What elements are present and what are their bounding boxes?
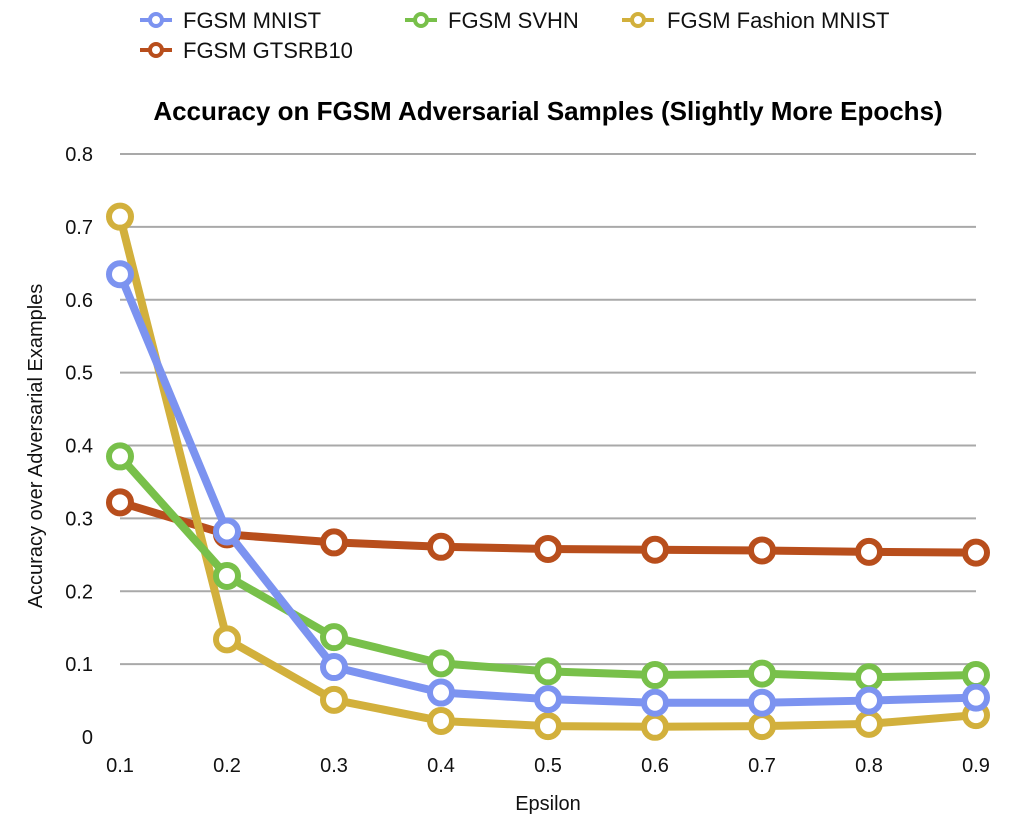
chart-title: Accuracy on FGSM Adversarial Samples (Sl… <box>153 96 942 126</box>
y-tick-label: 0 <box>82 727 93 749</box>
legend-swatch-marker <box>630 12 646 28</box>
y-tick-label: 0.3 <box>65 508 93 530</box>
legend-item-fgsm-svhn[interactable]: FGSM SVHN <box>405 8 579 33</box>
series-line <box>116 452 980 682</box>
data-point[interactable] <box>427 706 455 735</box>
data-point[interactable] <box>748 712 776 741</box>
data-point[interactable] <box>962 661 990 690</box>
data-point[interactable] <box>427 678 455 707</box>
y-tick-label: 0.7 <box>65 217 93 239</box>
data-point[interactable] <box>213 625 241 654</box>
data-point[interactable] <box>962 538 990 567</box>
x-tick-label: 0.4 <box>427 755 455 777</box>
data-point[interactable] <box>320 623 348 652</box>
series-fgsm-gtsrb10 <box>106 488 990 567</box>
y-axis-ticks: 0 0.1 0.2 0.3 0.4 0.5 0.6 0.7 0.8 <box>65 144 93 749</box>
data-point[interactable] <box>641 661 669 690</box>
x-tick-label: 0.3 <box>320 755 348 777</box>
x-tick-label: 0.5 <box>534 755 562 777</box>
legend-item-fgsm-mnist[interactable]: FGSM MNIST <box>140 8 321 33</box>
legend-label: FGSM SVHN <box>448 8 579 33</box>
series-line <box>116 270 980 707</box>
legend-label: FGSM Fashion MNIST <box>667 8 889 33</box>
data-point[interactable] <box>106 488 134 517</box>
x-tick-label: 0.1 <box>106 755 134 777</box>
data-point[interactable] <box>320 685 348 714</box>
y-tick-label: 0.4 <box>65 436 93 458</box>
legend-label: FGSM GTSRB10 <box>183 38 353 63</box>
data-point[interactable] <box>320 528 348 557</box>
legend-swatch-marker <box>148 12 164 28</box>
data-point[interactable] <box>641 688 669 717</box>
data-point[interactable] <box>534 657 562 686</box>
data-point[interactable] <box>427 649 455 678</box>
data-point[interactable] <box>534 534 562 563</box>
y-tick-label: 0.8 <box>65 144 93 166</box>
legend-swatch-marker <box>148 42 164 58</box>
legend-item-fgsm-fashion-mnist[interactable]: FGSM Fashion MNIST <box>622 8 889 33</box>
data-point[interactable] <box>427 532 455 561</box>
legend-label: FGSM MNIST <box>183 8 321 33</box>
series-line <box>116 212 980 731</box>
data-point[interactable] <box>534 685 562 714</box>
data-point[interactable] <box>641 535 669 564</box>
data-point[interactable] <box>962 683 990 712</box>
data-point[interactable] <box>855 663 883 692</box>
x-axis-ticks: 0.1 0.2 0.3 0.4 0.5 0.6 0.7 0.8 0.9 <box>106 755 990 777</box>
data-point[interactable] <box>320 653 348 682</box>
x-tick-label: 0.6 <box>641 755 669 777</box>
legend-swatch-marker <box>413 12 429 28</box>
x-tick-label: 0.2 <box>213 755 241 777</box>
data-point[interactable] <box>748 659 776 688</box>
y-axis-label: Accuracy over Adversarial Examples <box>25 284 47 609</box>
data-point[interactable] <box>748 688 776 717</box>
data-point[interactable] <box>213 517 241 546</box>
x-tick-label: 0.8 <box>855 755 883 777</box>
data-point[interactable] <box>106 442 134 471</box>
data-point[interactable] <box>855 709 883 738</box>
x-tick-label: 0.7 <box>748 755 776 777</box>
y-tick-label: 0.2 <box>65 581 93 603</box>
data-point[interactable] <box>534 712 562 741</box>
x-tick-label: 0.9 <box>962 755 990 777</box>
data-point[interactable] <box>855 686 883 715</box>
y-tick-label: 0.1 <box>65 654 93 676</box>
data-point[interactable] <box>213 561 241 590</box>
y-tick-label: 0.5 <box>65 363 93 385</box>
data-point[interactable] <box>748 536 776 565</box>
data-point[interactable] <box>106 260 134 289</box>
series-fgsm-fashion-mnist <box>106 202 990 741</box>
legend-item-fgsm-gtsrb10[interactable]: FGSM GTSRB10 <box>140 38 353 63</box>
series-fgsm-svhn <box>106 442 990 692</box>
y-tick-label: 0.6 <box>65 290 93 312</box>
data-point[interactable] <box>106 202 134 231</box>
legend: FGSM MNIST FGSM SVHN FGSM Fashion MNIST … <box>140 8 889 63</box>
data-point[interactable] <box>855 537 883 566</box>
x-axis-label: Epsilon <box>515 793 581 815</box>
data-point[interactable] <box>641 712 669 741</box>
plot-area <box>106 202 990 741</box>
series-fgsm-mnist <box>106 260 990 717</box>
